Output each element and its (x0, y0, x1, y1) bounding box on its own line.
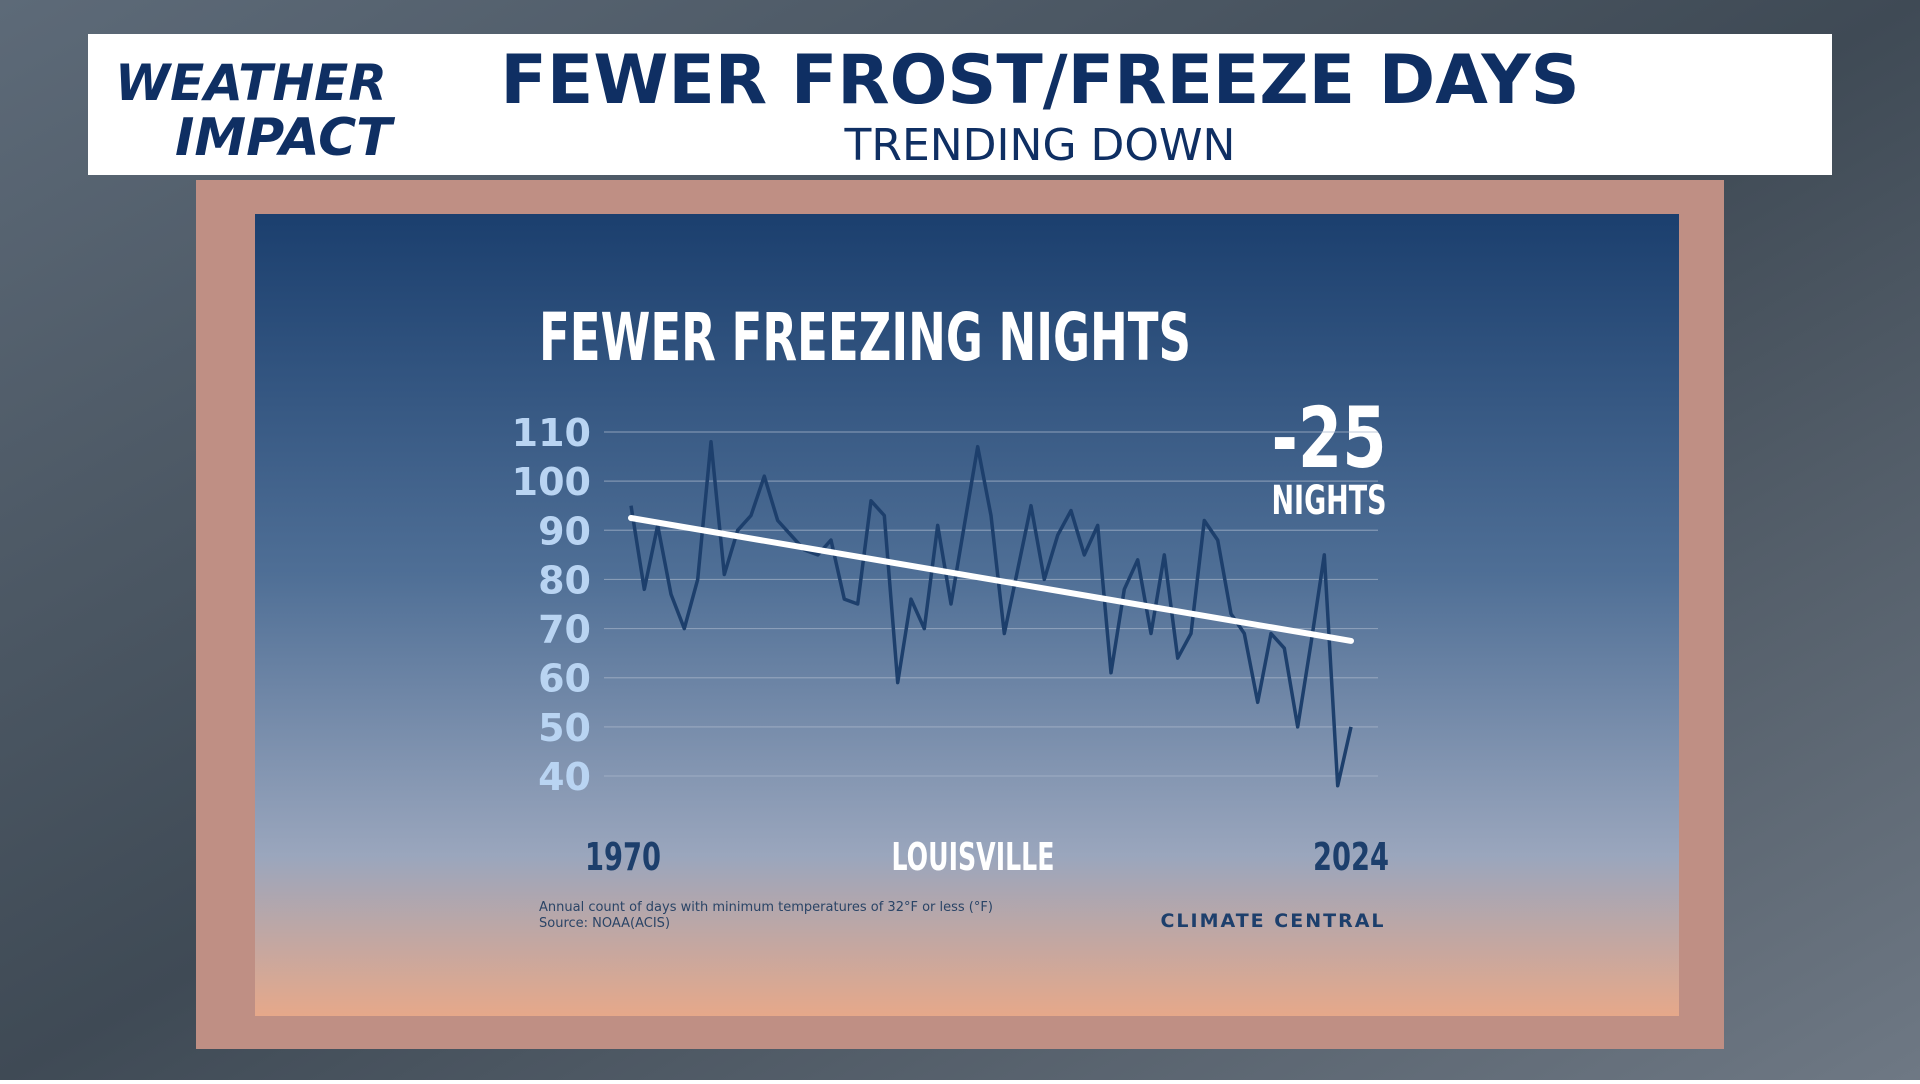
x-tick-label: 1970 (585, 835, 661, 879)
trend-line (628, 515, 1354, 644)
source: Source: NOAA(ACIS) (539, 916, 670, 931)
location-label: LOUISVILLE (892, 835, 1055, 879)
y-tick-label: 90 (538, 509, 591, 553)
footnote: Annual count of days with minimum temper… (539, 900, 993, 915)
y-tick-label: 70 (538, 608, 591, 652)
data-line (629, 440, 1353, 788)
y-tick-label: 110 (512, 411, 591, 455)
chart-title: FEWER FREEZING NIGHTS (539, 299, 1191, 376)
panel (255, 214, 1679, 1016)
header-subtitle: TRENDING DOWN (844, 120, 1236, 171)
header-bar (88, 34, 1832, 175)
x-tick-label: 2024 (1313, 835, 1389, 879)
y-tick-label: 80 (538, 558, 591, 602)
annotation-unit: NIGHTS (1272, 478, 1387, 524)
brand: CLIMATE CENTRAL (1160, 910, 1385, 932)
y-tick-label: 50 (538, 706, 591, 750)
logo-top: WEATHER (115, 54, 387, 112)
header-title: FEWER FROST/FREEZE DAYS (500, 41, 1579, 120)
y-tick-label: 60 (538, 657, 591, 701)
logo-bottom: IMPACT (175, 108, 395, 168)
annotation-value: -25 (1272, 389, 1387, 487)
y-tick-label: 40 (538, 755, 591, 799)
y-tick-label: 100 (512, 460, 591, 504)
